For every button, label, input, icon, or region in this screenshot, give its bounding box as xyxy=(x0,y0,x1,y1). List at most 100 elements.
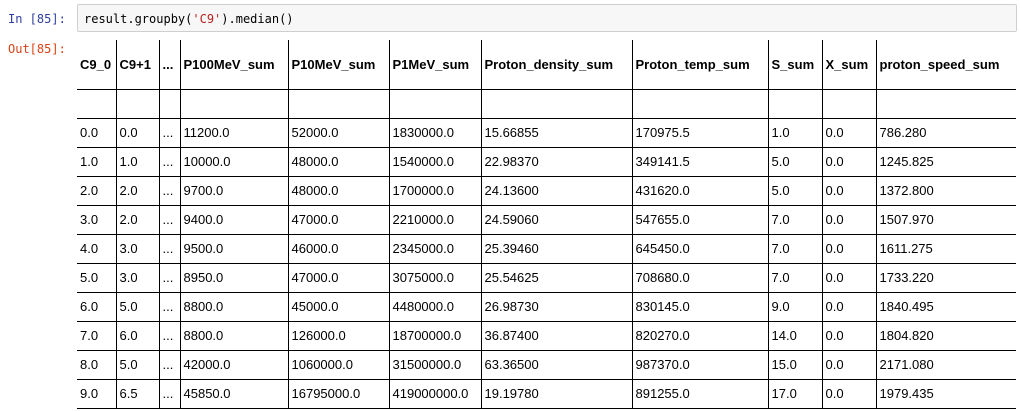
header-spacer-cell xyxy=(77,88,117,119)
table-row: 8.0 5.0... 42000.0 1060000.0 31500000.0 63.36… xyxy=(77,349,1016,380)
table-row: 6.0 5.0... 8800.0 45000.0 4480000.0 26.98730 8… xyxy=(77,291,1016,322)
table-cell: 3075000.0 xyxy=(388,262,482,293)
code-input-area[interactable]: result.groupby('C9').median() xyxy=(77,4,1017,32)
column-header: P10MeV_sum xyxy=(287,40,390,90)
table-cell: 1.0 xyxy=(77,146,117,177)
table-cell: ... xyxy=(158,262,181,293)
table-cell: 8.0 xyxy=(77,349,117,380)
table-cell: 7.0 xyxy=(77,320,117,351)
column-header: C9_0 xyxy=(77,40,117,90)
table-cell: 48000.0 xyxy=(287,146,390,177)
table-cell: 7.0 xyxy=(767,204,823,235)
table-cell: 0.0 xyxy=(77,117,117,148)
header-spacer-cell xyxy=(631,88,769,119)
table-cell: 31500000.0 xyxy=(388,349,482,380)
table-cell: 0.0 xyxy=(821,233,877,264)
header-spacer-cell xyxy=(388,88,482,119)
table-cell: 36.87400 xyxy=(480,320,633,351)
table-cell: ... xyxy=(158,320,181,351)
table-cell: 0.0 xyxy=(821,349,877,380)
table-cell: 52000.0 xyxy=(287,117,390,148)
table-cell: 3.0 xyxy=(115,233,160,264)
table-cell: 47000.0 xyxy=(287,204,390,235)
column-header: proton_speed_sum xyxy=(875,40,1016,90)
table-cell: 0.0 xyxy=(821,117,877,148)
table-cell: 1.0 xyxy=(115,146,160,177)
table-cell: 2.0 xyxy=(115,175,160,206)
code-prefix: result.groupby( xyxy=(84,12,193,26)
table-cell: ... xyxy=(158,146,181,177)
table-row: 0.0 0.0... 11200.0 52000.0 1830000.0 15.66855… xyxy=(77,117,1016,148)
table-cell: 1540000.0 xyxy=(388,146,482,177)
table-cell: 6.0 xyxy=(77,291,117,322)
table-cell: 349141.5 xyxy=(631,146,769,177)
table-cell: 2.0 xyxy=(77,175,117,206)
table-cell: 708680.0 xyxy=(631,262,769,293)
table-cell: 0.0 xyxy=(115,117,160,148)
table-cell: 8950.0 xyxy=(179,262,289,293)
table-cell: 3.0 xyxy=(115,262,160,293)
header-spacer-cell xyxy=(875,88,1016,119)
table-cell: 0.0 xyxy=(821,291,877,322)
column-header: S_sum xyxy=(767,40,823,90)
table-row: 9.0 6.5... 45850.0 16795000.0 419000000.0 19.… xyxy=(77,378,1016,409)
table-cell: 45000.0 xyxy=(287,291,390,322)
table-cell: 9700.0 xyxy=(179,175,289,206)
table-cell: 9.0 xyxy=(77,378,117,409)
table-row: 1.0 1.0... 10000.0 48000.0 1540000.0 22.98370… xyxy=(77,146,1016,177)
table-cell: 830145.0 xyxy=(631,291,769,322)
table-cell: 18700000.0 xyxy=(388,320,482,351)
table-cell: 547655.0 xyxy=(631,204,769,235)
table-cell: 1700000.0 xyxy=(388,175,482,206)
table-cell: 4480000.0 xyxy=(388,291,482,322)
header-spacer-cell xyxy=(287,88,390,119)
table-cell: 2345000.0 xyxy=(388,233,482,264)
table-row: 3.0 2.0... 9400.0 47000.0 2210000.0 24.59060 5… xyxy=(77,204,1016,235)
table-cell: 1611.275 xyxy=(875,233,1016,264)
table-cell: 170975.5 xyxy=(631,117,769,148)
table-cell: 2210000.0 xyxy=(388,204,482,235)
table-cell: 7.0 xyxy=(767,233,823,264)
table-cell: 1830000.0 xyxy=(388,117,482,148)
table-row: 4.0 3.0... 9500.0 46000.0 2345000.0 25.39460 6… xyxy=(77,233,1016,264)
dataframe-table: C9_0 C9+1... P100MeV_sum P10MeV_sum P1MeV_su… xyxy=(77,40,1016,409)
header-row: C9_0 C9+1... P100MeV_sum P10MeV_sum P1MeV_su… xyxy=(77,40,1016,90)
table-cell: 9.0 xyxy=(767,291,823,322)
table-cell: 1.0 xyxy=(767,117,823,148)
table-cell: 15.0 xyxy=(767,349,823,380)
header-spacer-cell xyxy=(179,88,289,119)
table-row: 2.0 2.0... 9700.0 48000.0 1700000.0 24.13600 4… xyxy=(77,175,1016,206)
table-cell: 1372.800 xyxy=(875,175,1016,206)
table-cell: ... xyxy=(158,291,181,322)
table-cell: 63.36500 xyxy=(480,349,633,380)
input-prompt: In [85]: xyxy=(8,12,66,26)
table-cell: 1733.220 xyxy=(875,262,1016,293)
table-cell: 45850.0 xyxy=(179,378,289,409)
table-cell: 1804.820 xyxy=(875,320,1016,351)
table-cell: 19.19780 xyxy=(480,378,633,409)
column-header: X_sum xyxy=(821,40,877,90)
table-cell: 645450.0 xyxy=(631,233,769,264)
table-cell: 1840.495 xyxy=(875,291,1016,322)
table-cell: 0.0 xyxy=(821,320,877,351)
table-cell: 126000.0 xyxy=(287,320,390,351)
table-cell: 1507.970 xyxy=(875,204,1016,235)
table-cell: 17.0 xyxy=(767,378,823,409)
header-spacer-row xyxy=(77,88,1016,119)
table-cell: 22.98370 xyxy=(480,146,633,177)
table-cell: 5.0 xyxy=(767,175,823,206)
table-cell: 26.98730 xyxy=(480,291,633,322)
header-spacer-cell xyxy=(821,88,877,119)
column-header: Proton_temp_sum xyxy=(631,40,769,90)
header-spacer-cell xyxy=(115,88,160,119)
table-cell: 0.0 xyxy=(821,146,877,177)
table-cell: 42000.0 xyxy=(179,349,289,380)
output-prompt: Out[85]: xyxy=(8,42,66,56)
table-cell: 0.0 xyxy=(821,262,877,293)
table-cell: 6.0 xyxy=(115,320,160,351)
header-spacer-cell xyxy=(158,88,181,119)
table-cell: ... xyxy=(158,175,181,206)
table-cell: 5.0 xyxy=(77,262,117,293)
table-cell: 4.0 xyxy=(77,233,117,264)
table-cell: 891255.0 xyxy=(631,378,769,409)
